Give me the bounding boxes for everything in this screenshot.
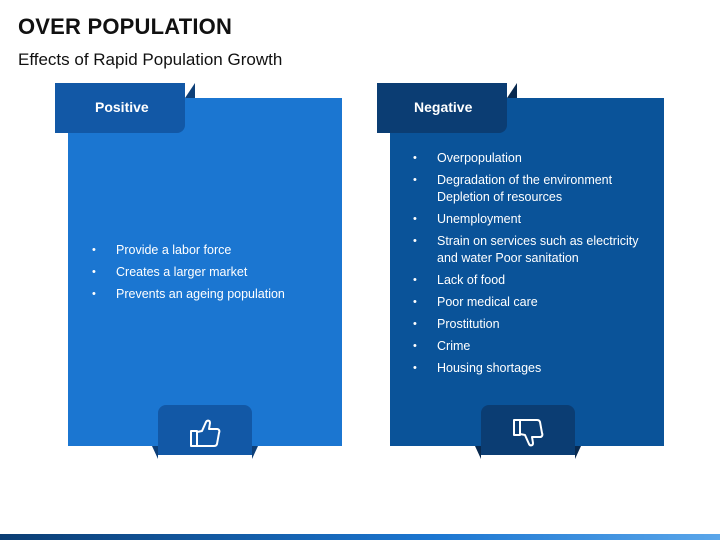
- positive-tab-fold: [185, 83, 195, 98]
- list-item: Housing shortages: [411, 360, 651, 377]
- negative-tab-label: Negative: [414, 99, 473, 115]
- negative-icon-fold-left: [475, 446, 481, 459]
- list-item: Lack of food: [411, 272, 651, 289]
- list-item: Overpopulation: [411, 150, 651, 167]
- positive-icon-fold-left: [152, 446, 158, 459]
- page-title: OVER POPULATION: [18, 14, 233, 39]
- positive-icon-box: [158, 405, 252, 455]
- negative-icon-box: [481, 405, 575, 455]
- negative-icon-fold-right: [575, 446, 581, 459]
- list-item: Poor medical care: [411, 294, 651, 311]
- thumbs-up-icon: [190, 419, 221, 447]
- thumbs-down-icon: [513, 419, 544, 447]
- list-item: Unemployment: [411, 211, 651, 228]
- negative-tab: Negative: [377, 83, 507, 133]
- list-item: Strain on services such as electricity a…: [411, 233, 651, 267]
- negative-list: Overpopulation Degradation of the enviro…: [411, 150, 651, 382]
- list-item: Prevents an ageing population: [90, 286, 330, 303]
- list-item: Degradation of the environment Depletion…: [411, 172, 651, 206]
- positive-tab: Positive: [55, 83, 185, 133]
- list-item: Prostitution: [411, 316, 651, 333]
- page-subtitle: Effects of Rapid Population Growth: [18, 50, 283, 69]
- positive-list: Provide a labor force Creates a larger m…: [90, 242, 330, 308]
- positive-icon-fold-right: [252, 446, 258, 459]
- footer-bar: [0, 534, 720, 540]
- list-item: Crime: [411, 338, 651, 355]
- negative-tab-fold: [507, 83, 517, 98]
- positive-tab-label: Positive: [95, 99, 149, 115]
- list-item: Creates a larger market: [90, 264, 330, 281]
- list-item: Provide a labor force: [90, 242, 330, 259]
